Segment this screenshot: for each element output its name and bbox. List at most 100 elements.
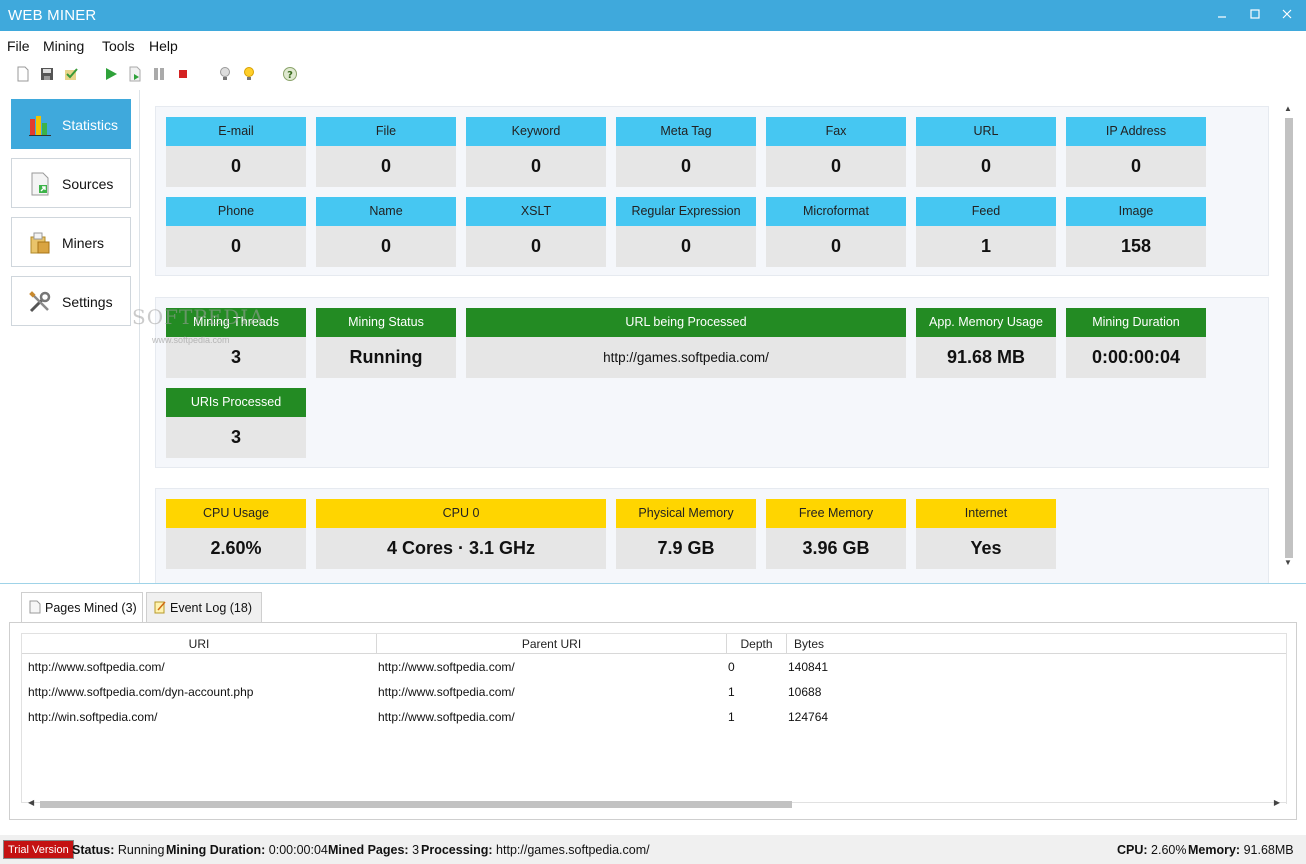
nav-sources[interactable]: Sources [11,158,131,208]
tile-label: Name [316,197,456,226]
tile-mining-status: Mining Status Running [316,308,456,378]
column-header-bytes[interactable]: Bytes [794,637,825,651]
bulb-off-icon[interactable] [217,66,233,82]
tile-url-processed: URL being Processed http://games.softped… [466,308,906,378]
maximize-button[interactable] [1240,4,1270,26]
status-memory: Memory: 91.68MB [1188,843,1294,857]
column-header-uri[interactable]: URI [22,634,377,654]
duration-value: 0:00:00:04 [268,843,328,857]
new-icon[interactable] [15,66,31,82]
stop-icon[interactable] [175,66,191,82]
tile-label: Image [1066,197,1206,226]
nav-label: Sources [62,176,114,192]
status-cpu: CPU: 2.60% [1117,843,1187,857]
processing-label: Processing: [421,843,493,857]
duration-label: Mining Duration: [166,843,266,857]
close-button[interactable] [1272,4,1302,26]
tile-label: Internet [916,499,1056,528]
pause-icon[interactable] [151,66,167,82]
check-icon[interactable] [63,66,79,82]
miners-icon [30,232,50,254]
tile-phone: Phone 0 [166,197,306,267]
tile-value: 158 [1066,226,1206,267]
minimize-button[interactable] [1207,4,1237,26]
menu-file[interactable]: File [7,38,30,54]
save-icon[interactable] [39,66,55,82]
cell-bytes: 10688 [788,685,822,699]
pages-grid-panel: URI Parent URI Depth Bytes http://www.so… [9,622,1297,820]
tile-label: Mining Duration [1066,308,1206,337]
tile-label: URIs Processed [166,388,306,417]
cell-parent-uri: http://www.softpedia.com/ [378,710,515,724]
tile-value: 0 [166,226,306,267]
status-mined-pages: Mined Pages: 3 [328,843,419,857]
tile-value: 3 [166,417,306,458]
tab-pages-mined[interactable]: Pages Mined (3) [21,592,143,623]
tile-value: 0 [766,226,906,267]
menu-mining[interactable]: Mining [43,38,85,54]
nav-statistics[interactable]: Statistics [11,99,131,149]
scroll-right-icon[interactable]: ▶ [1273,798,1280,807]
menu-help[interactable]: Help [149,38,178,54]
step-icon[interactable] [127,66,143,82]
tile-value: 0 [616,226,756,267]
tile-uris-processed: URIs Processed 3 [166,388,306,458]
scroll-left-icon[interactable]: ◀ [28,798,35,807]
tile-image: Image 158 [1066,197,1206,267]
tile-url: URL 0 [916,117,1056,187]
tile-value: 2.60% [166,528,306,569]
main-scrollbar[interactable]: ▲ ▼ [1281,90,1306,583]
scroll-thumb[interactable] [40,801,792,808]
table-row[interactable]: http://www.softpedia.com/dyn-account.php… [22,680,1286,705]
tile-label: CPU Usage [166,499,306,528]
watermark: SOFTPEDIA [132,305,265,329]
bulb-on-icon[interactable] [241,66,257,82]
tile-ip-address: IP Address 0 [1066,117,1206,187]
menu-bar: File Mining Tools Help [0,31,1306,59]
scroll-down-icon[interactable]: ▼ [1284,558,1292,567]
tile-feed: Feed 1 [916,197,1056,267]
pages-grid: URI Parent URI Depth Bytes http://www.so… [21,633,1287,808]
tools-icon [29,291,51,313]
grid-header: URI Parent URI Depth Bytes [22,634,1286,654]
maximize-icon [1250,9,1260,19]
table-row[interactable]: http://win.softpedia.com/ http://www.sof… [22,705,1286,730]
notepad-icon [154,601,166,614]
cell-depth: 1 [728,710,735,724]
tile-label: Physical Memory [616,499,756,528]
nav-settings[interactable]: Settings [11,276,131,326]
menu-tools[interactable]: Tools [102,38,135,54]
tile-keyword: Keyword 0 [466,117,606,187]
status-processing: Processing: http://games.softpedia.com/ [421,843,650,857]
help-icon[interactable]: ? [282,66,298,82]
tile-label: URL [916,117,1056,146]
scroll-thumb[interactable] [1285,118,1293,558]
tile-value: 3.96 GB [766,528,906,569]
page-icon [29,600,41,614]
tile-mining-duration: Mining Duration 0:00:00:04 [1066,308,1206,378]
trial-badge: Trial Version [3,840,74,859]
left-nav: Statistics Sources Miners Settings [0,90,140,583]
status-mining-state: Status: Running [72,843,164,857]
table-row[interactable]: http://www.softpedia.com/ http://www.sof… [22,655,1286,680]
tile-cpu0: CPU 0 4 Cores · 3.1 GHz [316,499,606,569]
processing-value: http://games.softpedia.com/ [496,843,650,857]
tab-event-log[interactable]: Event Log (18) [146,592,262,622]
nav-label: Settings [62,294,113,310]
scroll-up-icon[interactable]: ▲ [1284,104,1292,113]
column-header-parent-uri[interactable]: Parent URI [377,634,727,654]
close-icon [1282,9,1292,19]
play-icon[interactable] [103,66,119,82]
tile-label: Free Memory [766,499,906,528]
tile-value: 3 [166,337,306,378]
tile-label: CPU 0 [316,499,606,528]
column-header-depth[interactable]: Depth [727,634,787,654]
grid-horizontal-scrollbar[interactable]: ◀ ▶ [22,798,1286,808]
window-title: WEB MINER [8,7,97,24]
nav-miners[interactable]: Miners [11,217,131,267]
tile-value: 0 [316,146,456,187]
title-bar: WEB MINER [0,0,1306,31]
splitter[interactable] [0,583,1306,584]
watermark-url: www.softpedia.com [152,335,230,345]
tile-label: IP Address [1066,117,1206,146]
